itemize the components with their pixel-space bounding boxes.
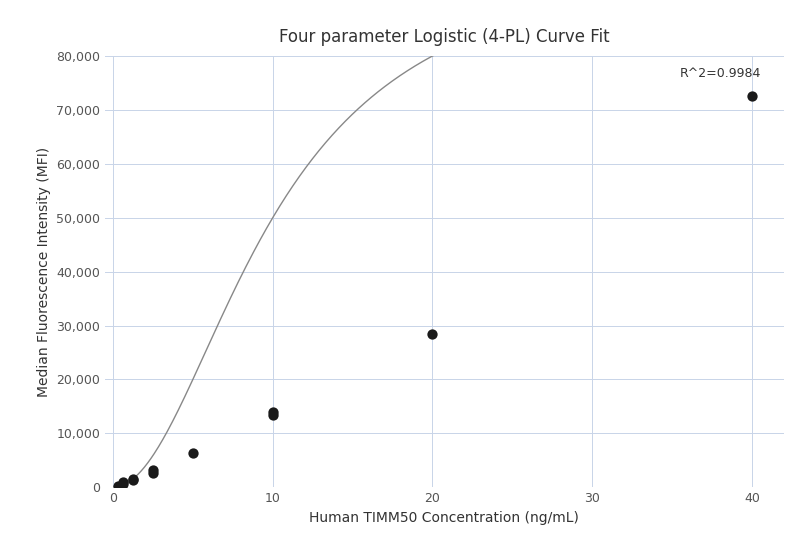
Point bbox=[146, 468, 159, 477]
X-axis label: Human TIMM50 Concentration (ng/mL): Human TIMM50 Concentration (ng/mL) bbox=[309, 511, 579, 525]
Point bbox=[187, 448, 200, 457]
Point bbox=[267, 410, 280, 419]
Point bbox=[127, 474, 140, 483]
Title: Four parameter Logistic (4-PL) Curve Fit: Four parameter Logistic (4-PL) Curve Fit bbox=[279, 28, 610, 46]
Text: R^2=0.9984: R^2=0.9984 bbox=[680, 67, 761, 80]
Point bbox=[267, 408, 280, 417]
Point bbox=[127, 475, 140, 484]
Point bbox=[146, 466, 159, 475]
Point bbox=[745, 92, 758, 101]
Point bbox=[116, 479, 129, 488]
Point bbox=[112, 482, 124, 491]
Point bbox=[426, 329, 439, 338]
Y-axis label: Median Fluorescence Intensity (MFI): Median Fluorescence Intensity (MFI) bbox=[36, 147, 51, 396]
Point bbox=[116, 478, 129, 487]
